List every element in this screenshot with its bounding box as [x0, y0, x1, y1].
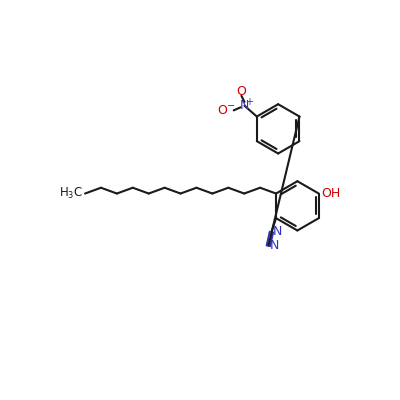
Text: O: O — [236, 85, 246, 98]
Text: N: N — [273, 225, 282, 238]
Text: N: N — [240, 99, 249, 112]
Text: +: + — [245, 97, 253, 107]
Text: N: N — [270, 239, 279, 252]
Text: OH: OH — [321, 187, 340, 200]
Text: O: O — [217, 104, 227, 117]
Text: H$_3$C: H$_3$C — [59, 186, 84, 201]
Text: −: − — [227, 101, 235, 111]
